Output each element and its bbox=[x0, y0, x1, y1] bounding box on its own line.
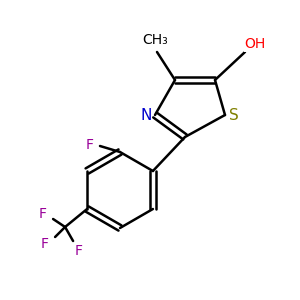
Text: F: F bbox=[86, 138, 94, 152]
Text: N: N bbox=[140, 107, 152, 122]
Text: F: F bbox=[39, 207, 47, 221]
Text: CH₃: CH₃ bbox=[142, 33, 168, 47]
Text: OH: OH bbox=[244, 37, 266, 51]
Text: S: S bbox=[229, 107, 239, 122]
Text: F: F bbox=[75, 244, 83, 258]
Text: F: F bbox=[41, 237, 49, 251]
